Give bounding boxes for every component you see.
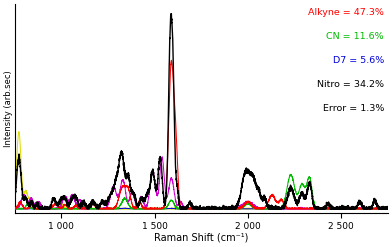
Y-axis label: Intensity (arb.sec): Intensity (arb.sec) [4,70,13,147]
X-axis label: Raman Shift (cm⁻¹): Raman Shift (cm⁻¹) [154,233,249,243]
Text: D7 = 5.6%: D7 = 5.6% [333,56,384,65]
Text: Alkyne = 47.3%: Alkyne = 47.3% [308,8,384,17]
Text: CN = 11.6%: CN = 11.6% [327,32,384,41]
Text: Error = 1.3%: Error = 1.3% [323,104,384,113]
Text: Nitro = 34.2%: Nitro = 34.2% [317,80,384,89]
